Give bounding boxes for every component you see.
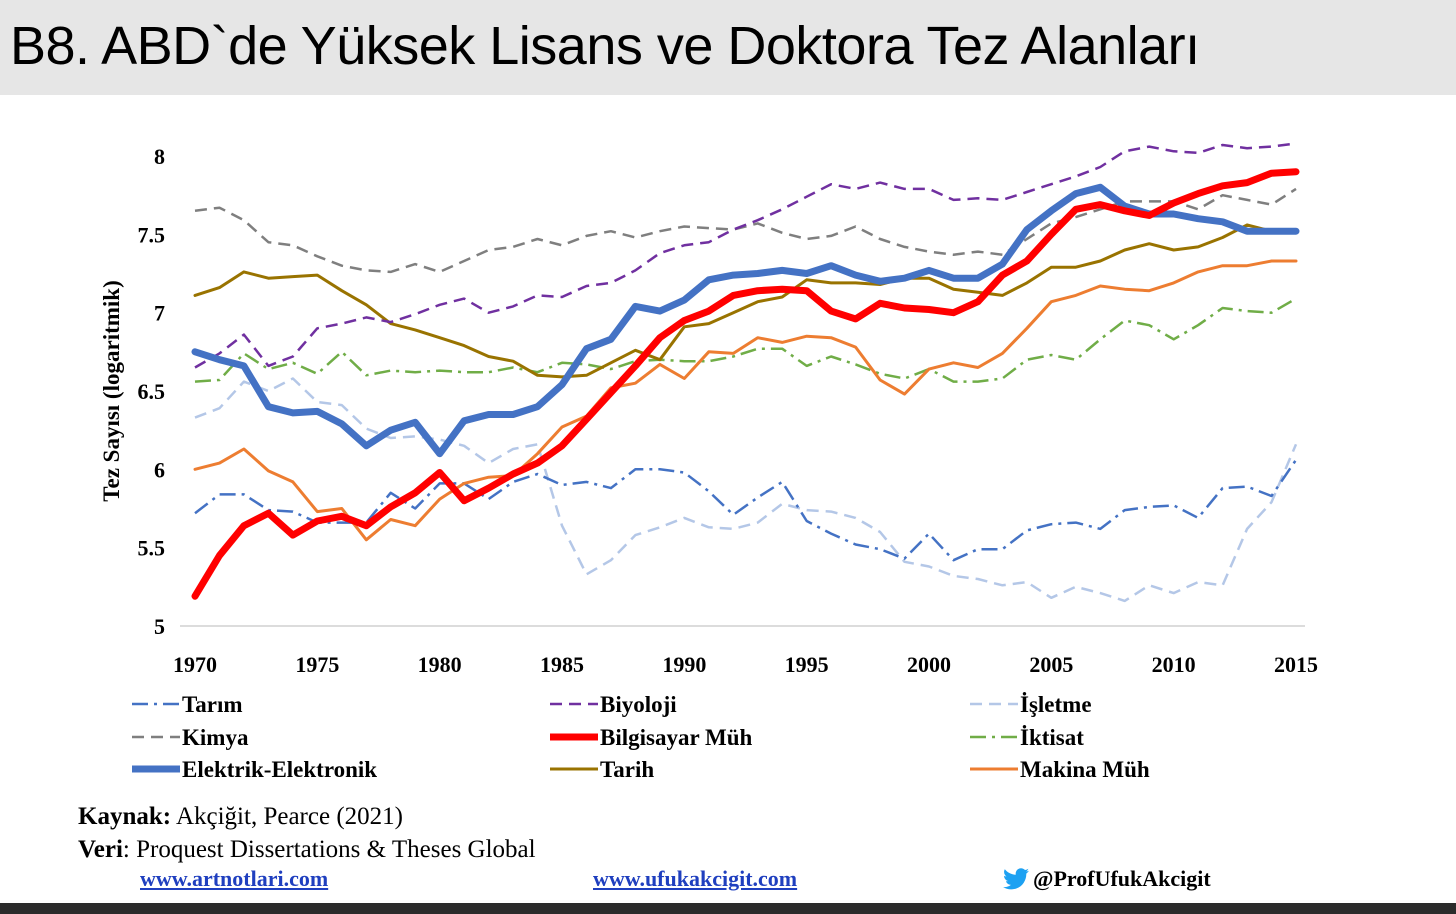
- twitter-bird-icon: [1003, 868, 1029, 890]
- y-tick-label: 5: [154, 614, 165, 639]
- page-title: B8. ABD`de Yüksek Lisans ve Doktora Tez …: [10, 16, 1200, 76]
- legend-label: Bilgisayar Müh: [600, 725, 753, 750]
- twitter-handle[interactable]: @ProfUfukAkcigit: [1003, 866, 1211, 892]
- legend-label: Kimya: [182, 725, 249, 750]
- series-line-8: [193, 259, 1298, 542]
- ufukakcigit-link[interactable]: www.ufukakcigit.com: [593, 866, 798, 891]
- series-line-5: [194, 297, 1297, 383]
- data-text: : Proquest Dissertations & Theses Global: [122, 836, 536, 863]
- legend-label: İşletme: [1020, 692, 1092, 717]
- series-line-7: [193, 223, 1298, 379]
- x-tick-label: 1980: [418, 652, 462, 677]
- twitter-handle-text: @ProfUfukAkcigit: [1033, 866, 1211, 891]
- source-line: Kaynak: Akçiğit, Pearce (2021): [78, 803, 403, 831]
- y-tick-label: 6: [154, 457, 165, 482]
- series-line-2: [194, 377, 1298, 603]
- artnotlari-link[interactable]: www.artnotlari.com: [140, 866, 329, 891]
- y-axis-label: Tez Sayısı (logaritmik): [99, 280, 124, 501]
- series-line-1: [194, 142, 1297, 369]
- x-tick-label: 1990: [662, 652, 706, 677]
- x-tick-label: 1995: [785, 652, 829, 677]
- data-line: Veri: Proquest Dissertations & Theses Gl…: [78, 836, 536, 864]
- x-tick-label: 2015: [1274, 652, 1318, 677]
- source-text: Akçiğit, Pearce (2021): [171, 803, 403, 830]
- y-tick-label: 6.5: [138, 379, 166, 404]
- legend-label: Tarım: [182, 692, 243, 717]
- legend-label: Biyoloji: [600, 692, 677, 717]
- x-tick-label: 1975: [295, 652, 339, 677]
- bottom-bar: [0, 903, 1456, 914]
- legend-label: Elektrik-Elektronik: [182, 757, 377, 782]
- x-tick-label: 2005: [1029, 652, 1073, 677]
- x-tick-label: 1985: [540, 652, 584, 677]
- legend-label: İktisat: [1020, 725, 1084, 750]
- line-chart: 5 5.5 6 6.5 7 7.5 8 1970 1975 1980 1985 1990 1995 200…: [99, 142, 1318, 782]
- data-label: Veri: [78, 836, 123, 863]
- y-tick-label: 7: [154, 301, 165, 326]
- y-tick-label: 8: [154, 144, 165, 169]
- y-tick-label: 5.5: [138, 536, 166, 561]
- x-tick-label: 2000: [907, 652, 951, 677]
- legend-label: Makina Müh: [1020, 757, 1150, 782]
- source-label: Kaynak:: [78, 803, 172, 830]
- series-line-3: [194, 187, 1297, 274]
- series-line-0: [194, 459, 1298, 562]
- x-tick-label: 2010: [1152, 652, 1196, 677]
- legend-label: Tarih: [600, 757, 654, 782]
- x-tick-label: 1970: [173, 652, 217, 677]
- title-bar: B8. ABD`de Yüksek Lisans ve Doktora Tez …: [0, 0, 1456, 95]
- series-line-4: [191, 168, 1300, 600]
- series-line-6: [191, 183, 1300, 458]
- y-tick-label: 7.5: [138, 222, 166, 247]
